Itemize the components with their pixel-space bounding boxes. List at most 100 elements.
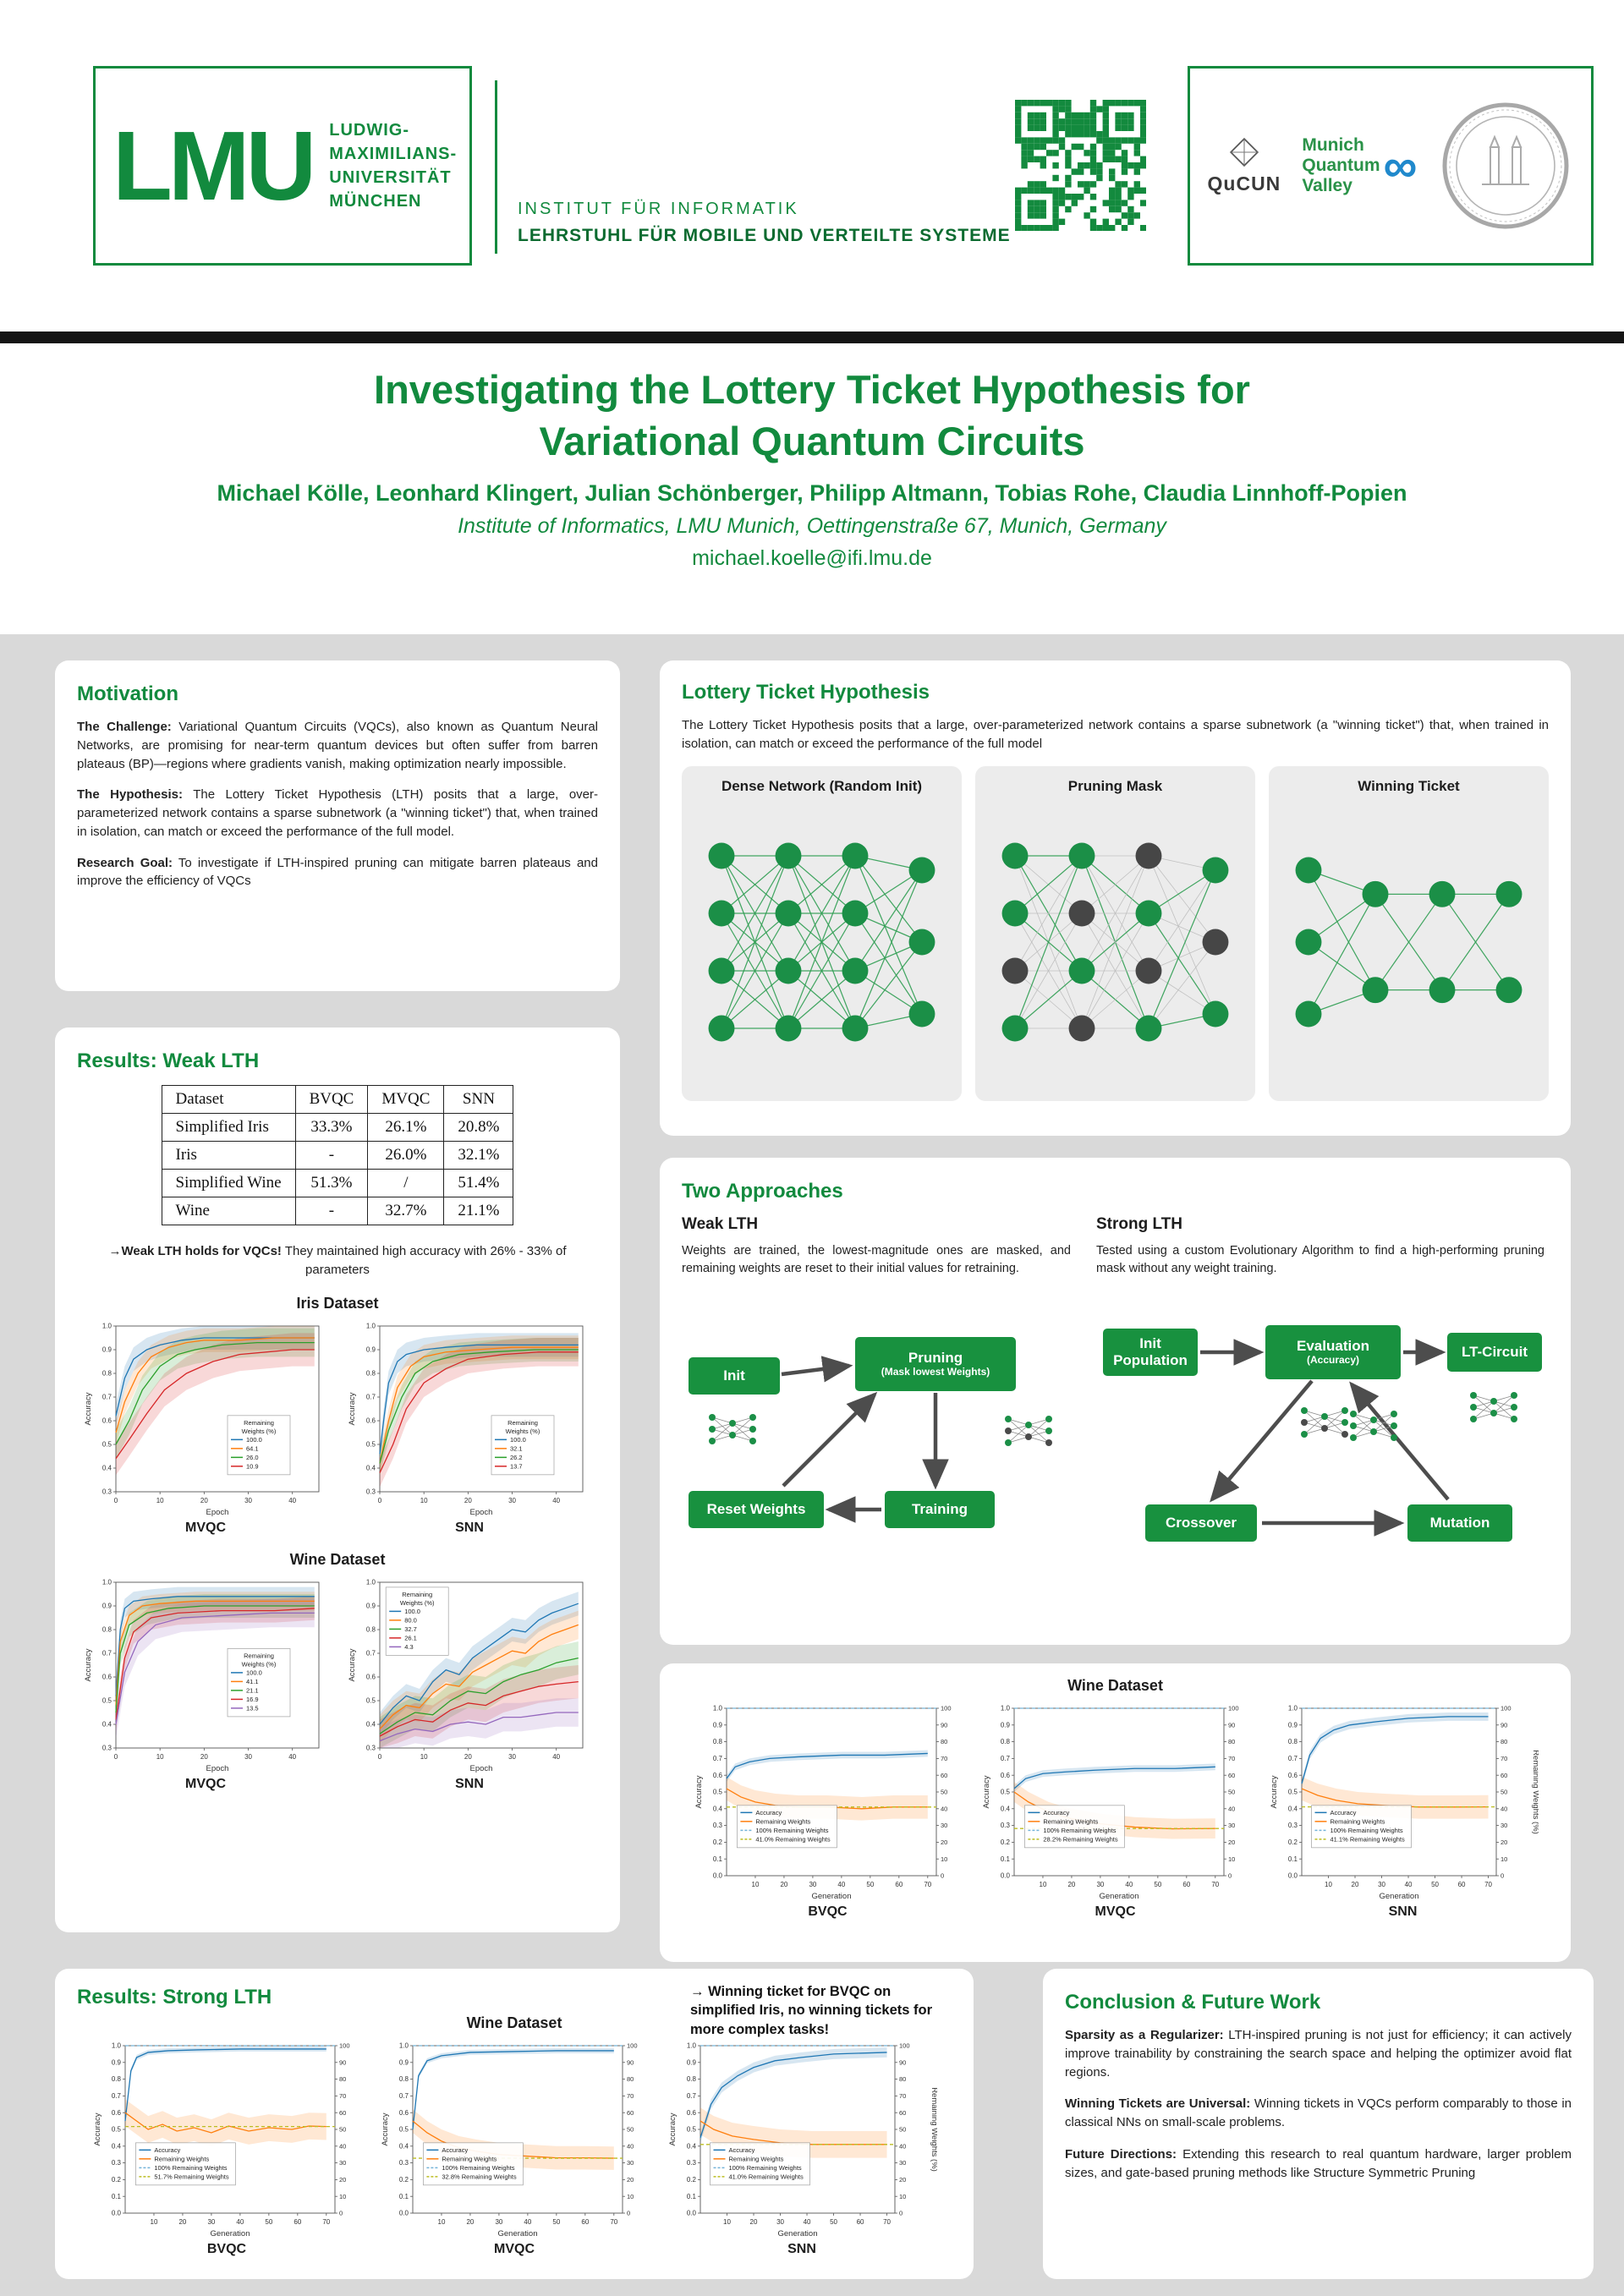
svg-text:0: 0 [378, 1497, 382, 1504]
svg-text:70: 70 [339, 2092, 346, 2100]
svg-text:1.0: 1.0 [687, 2042, 697, 2050]
svg-text:0.7: 0.7 [112, 2092, 122, 2100]
svg-text:0: 0 [114, 1497, 118, 1504]
svg-text:0.0: 0.0 [399, 2210, 409, 2217]
lt-circuit-box: LT-Circuit [1447, 1333, 1542, 1373]
svg-text:16.9: 16.9 [246, 1695, 259, 1702]
table-cell: 51.3% [294, 1169, 369, 1197]
svg-text:20: 20 [464, 1497, 472, 1504]
svg-text:20: 20 [466, 2218, 474, 2226]
svg-text:30: 30 [244, 1753, 252, 1761]
svg-text:Remaining Weights: Remaining Weights [442, 2155, 497, 2162]
svg-text:0.4: 0.4 [112, 2142, 122, 2150]
winning-ticket-diagram [1277, 798, 1540, 1086]
svg-text:80: 80 [941, 1738, 947, 1745]
svg-text:60: 60 [941, 1772, 947, 1779]
svg-text:0.8: 0.8 [366, 1625, 376, 1633]
svg-text:0.0: 0.0 [687, 2210, 697, 2217]
svg-text:20: 20 [1501, 1838, 1507, 1846]
strong-lth-text: Tested using a custom Evolutionary Algor… [1096, 1244, 1544, 1276]
svg-text:32.1: 32.1 [510, 1444, 523, 1452]
paragraph-lead: The Challenge: [77, 720, 172, 734]
svg-text:1.0: 1.0 [1000, 1705, 1010, 1712]
svg-text:0.9: 0.9 [687, 2058, 697, 2066]
init-population-box: Init Population [1103, 1329, 1198, 1377]
wine-dataset-title: Wine Dataset [289, 1550, 386, 1568]
svg-text:0.8: 0.8 [112, 2075, 122, 2083]
svg-text:0.8: 0.8 [687, 2075, 697, 2083]
init-box: Init [689, 1357, 780, 1395]
table-cell: 51.4% [443, 1169, 514, 1197]
svg-text:64.1: 64.1 [246, 1444, 259, 1452]
svg-text:0: 0 [1228, 1872, 1232, 1880]
svg-text:40: 40 [627, 2142, 634, 2150]
svg-text:30: 30 [1501, 1822, 1507, 1829]
table-cell: 32.1% [443, 1141, 514, 1170]
strong-right-chart-row: 10 20 30 40 50 60 70 0.0 0.1 0.2 0.3 0.4 0.5 0.6 0.7 0.… [682, 1700, 1549, 1920]
svg-text:0.7: 0.7 [366, 1393, 376, 1400]
svg-text:60: 60 [895, 1881, 903, 1888]
svg-text:70: 70 [1501, 1755, 1507, 1762]
svg-text:0.3: 0.3 [366, 1744, 376, 1751]
partner-logos: QuCUN Munich Quantum Valley ∞ [1188, 66, 1594, 266]
svg-text:Remaining: Remaining [244, 1652, 274, 1659]
svg-text:60: 60 [1182, 1881, 1190, 1888]
svg-text:41.0% Remaining Weights: 41.0% Remaining Weights [729, 2173, 804, 2180]
svg-text:40: 40 [1228, 1805, 1235, 1812]
svg-text:10: 10 [339, 2193, 346, 2200]
winning-ticket-panel: Winning Ticket [1269, 765, 1549, 1101]
lth-intro: The Lottery Ticket Hypothesis posits tha… [682, 718, 1549, 751]
svg-text:50: 50 [830, 2218, 837, 2226]
paragraph-lead: Winning Tickets are Universal: [1065, 2096, 1251, 2112]
svg-text:60: 60 [857, 2218, 864, 2226]
svg-text:0.4: 0.4 [102, 1720, 112, 1728]
svg-text:20: 20 [899, 2176, 906, 2184]
motivation-paragraph: The Challenge: Variational Quantum Circu… [77, 718, 598, 773]
svg-text:0.0: 0.0 [712, 1872, 722, 1880]
lmu-letters: LMU [112, 110, 316, 221]
svg-text:0.9: 0.9 [1000, 1721, 1010, 1729]
weak-lth-column: Weak LTH Weights are trained, the lowest… [682, 1215, 1071, 1557]
mqv-line: Munich [1302, 134, 1364, 155]
svg-text:1.0: 1.0 [399, 2042, 409, 2050]
svg-text:0.6: 0.6 [366, 1673, 376, 1680]
svg-text:13.5: 13.5 [246, 1704, 259, 1712]
pruning-mask-diagram [984, 798, 1247, 1086]
svg-text:60: 60 [294, 2218, 301, 2226]
svg-text:Accuracy: Accuracy [1043, 1809, 1069, 1817]
svg-text:0.3: 0.3 [399, 2159, 409, 2167]
svg-text:90: 90 [941, 1721, 947, 1729]
svg-text:0.2: 0.2 [1000, 1838, 1010, 1846]
lmu-logo: LMU LUDWIG- MAXIMILIANS- UNIVERSITÄT MÜN… [93, 66, 472, 266]
svg-text:0.7: 0.7 [1287, 1755, 1298, 1762]
dense-network-diagram [690, 798, 953, 1086]
wine-dataset-title: Wine Dataset [466, 2014, 562, 2031]
svg-text:0.5: 0.5 [366, 1440, 376, 1448]
svg-text:0.2: 0.2 [712, 1838, 722, 1846]
svg-text:50: 50 [941, 1789, 947, 1796]
svg-text:100% Remaining Weights: 100% Remaining Weights [1330, 1827, 1402, 1834]
svg-text:Remaining Weights (%): Remaining Weights (%) [930, 2087, 937, 2172]
svg-text:Generation: Generation [497, 2229, 537, 2238]
table-cell: 20.8% [443, 1113, 514, 1142]
svg-text:Remaining Weights (%): Remaining Weights (%) [1531, 1750, 1539, 1834]
svg-text:0.7: 0.7 [366, 1649, 376, 1657]
svg-text:100: 100 [339, 2042, 350, 2050]
svg-text:40: 40 [837, 1881, 845, 1888]
note-bold: →Weak LTH holds for VQCs! [108, 1244, 282, 1258]
svg-text:100% Remaining Weights: 100% Remaining Weights [442, 2164, 514, 2172]
svg-text:1.0: 1.0 [102, 1322, 112, 1329]
svg-text:10: 10 [751, 1881, 759, 1888]
svg-text:0.6: 0.6 [687, 2109, 697, 2117]
svg-text:30: 30 [1378, 1881, 1385, 1888]
university-line: MAXIMILIANS- [329, 145, 458, 163]
lth-panels: Dense Network (Random Init) Pruning Mask… [682, 765, 1549, 1101]
svg-text:Accuracy: Accuracy [694, 1775, 704, 1808]
svg-text:0.1: 0.1 [712, 1855, 722, 1863]
svg-text:Generation: Generation [811, 1892, 851, 1901]
svg-text:0.3: 0.3 [112, 2159, 122, 2167]
svg-text:1.0: 1.0 [102, 1578, 112, 1586]
svg-text:Weights (%): Weights (%) [400, 1598, 435, 1606]
svg-text:70: 70 [899, 2092, 906, 2100]
svg-text:40: 40 [339, 2142, 346, 2150]
